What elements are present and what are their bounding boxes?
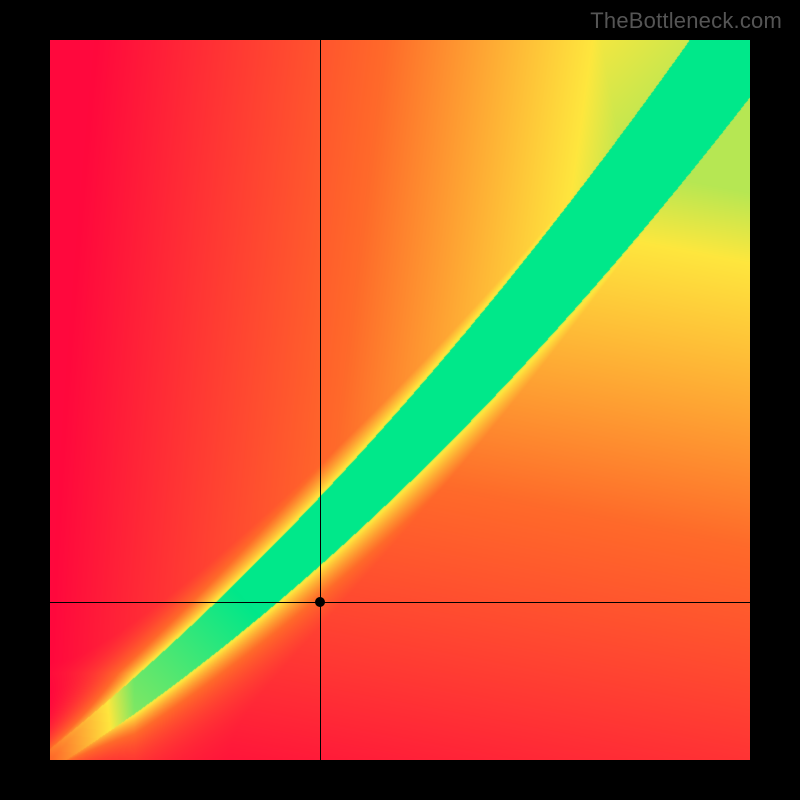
crosshair-vertical [320, 40, 321, 760]
crosshair-horizontal [50, 602, 750, 603]
heatmap-canvas [50, 40, 750, 760]
plot-area [50, 40, 750, 760]
frame-left [0, 0, 50, 800]
frame-bottom [0, 760, 800, 800]
frame-right [750, 0, 800, 800]
marker-dot [315, 597, 325, 607]
watermark-text: TheBottleneck.com [590, 8, 782, 34]
